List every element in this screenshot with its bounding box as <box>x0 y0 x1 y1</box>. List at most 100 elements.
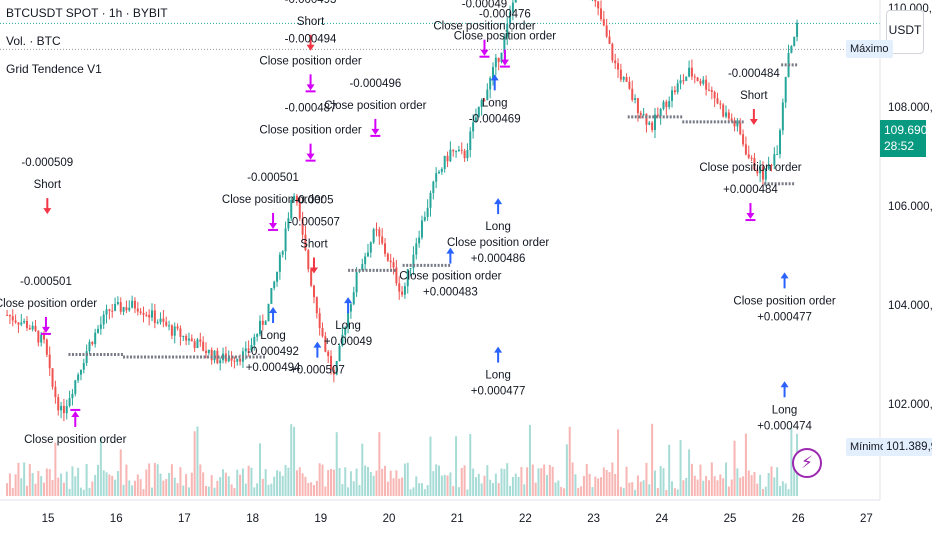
candle-body <box>151 310 154 318</box>
symbol-legend[interactable]: BTCUSDT SPOT · 1h · BYBIT <box>6 6 168 20</box>
volume-bar <box>196 426 199 496</box>
volume-bar <box>273 476 276 496</box>
signal-arrow-head <box>41 326 50 333</box>
volume-bar <box>190 472 193 496</box>
candle-body <box>204 350 207 353</box>
candle-body <box>617 63 620 70</box>
volume-bar <box>173 477 176 496</box>
volume-bar <box>739 477 742 496</box>
signal-label: Close position order <box>733 295 835 307</box>
candle-body <box>369 242 372 253</box>
volume-bar <box>710 462 713 496</box>
volume-bar <box>312 485 315 496</box>
candle-body <box>639 112 642 115</box>
signal-label: Close position order <box>454 31 556 43</box>
volume-bar <box>713 476 716 496</box>
volume-bar <box>156 464 159 496</box>
volume-bar <box>332 469 335 496</box>
signal-label: Short <box>300 239 328 251</box>
volume-bar <box>489 479 492 496</box>
candle-body <box>764 168 767 180</box>
candle-body <box>440 168 443 172</box>
candle-body <box>43 334 46 340</box>
volume-bar <box>545 474 548 496</box>
volume-bar <box>793 463 796 496</box>
volume-bar <box>736 468 739 496</box>
volume-bar <box>8 473 11 496</box>
candle-body <box>474 117 477 123</box>
candle-body <box>668 100 671 108</box>
volume-bar <box>784 483 787 496</box>
volume-bar <box>744 433 747 496</box>
volume-bar <box>276 470 279 496</box>
volume-bar <box>378 432 381 496</box>
candle-body <box>196 339 199 349</box>
candle-body <box>628 81 631 89</box>
candle-body <box>102 314 105 325</box>
candle-body <box>190 338 193 342</box>
volume-bar <box>125 464 128 496</box>
volume-bar <box>31 473 34 496</box>
candle-body <box>395 267 398 284</box>
candle-body <box>361 264 364 271</box>
volume-legend[interactable]: Vol. · BTC <box>6 34 61 48</box>
volume-bar <box>341 484 344 496</box>
candle-body <box>707 89 710 91</box>
signal-label: -0.0005 <box>294 195 333 207</box>
volume-bar <box>219 477 222 496</box>
candle-body <box>60 405 63 411</box>
volume-bar <box>628 482 631 496</box>
volume-bar <box>514 473 517 496</box>
volume-bar <box>773 477 776 496</box>
candle-body <box>250 344 253 351</box>
volume-bar <box>142 489 145 496</box>
candle-body <box>125 307 128 311</box>
volume-bar <box>594 476 597 496</box>
volume-bar <box>599 477 602 496</box>
candle-body <box>472 122 475 132</box>
candle-body <box>179 328 182 337</box>
volume-bar <box>574 474 577 496</box>
volume-bar <box>761 488 764 496</box>
signal-label: Long <box>335 320 361 332</box>
candle-body <box>773 154 776 166</box>
signal-label: Close position order <box>0 298 97 310</box>
volume-bar <box>105 472 108 496</box>
indicator-legend[interactable]: Grid Tendence V1 <box>6 62 102 76</box>
time-tick-label: 22 <box>519 513 532 525</box>
volume-bar <box>389 470 392 496</box>
time-tick-label: 15 <box>42 513 55 525</box>
volume-bar <box>537 468 540 496</box>
lightning-icon[interactable]: ⚡ <box>792 448 822 478</box>
candle-body <box>446 155 449 162</box>
candle-body <box>389 260 392 263</box>
price-axis[interactable]: 110.000,0108.000,0106.000,0104.000,0102.… <box>879 0 932 500</box>
volume-bar <box>460 467 463 496</box>
volume-bar <box>551 466 554 496</box>
volume-bar <box>449 472 452 496</box>
candle-body <box>199 339 202 342</box>
signal-arrow-head <box>309 267 318 274</box>
volume-bar <box>85 463 88 496</box>
candle-body <box>614 60 617 64</box>
volume-bar <box>34 483 37 496</box>
signal-label: -0.000476 <box>479 9 531 21</box>
candle-body <box>426 207 429 217</box>
volume-bar <box>406 462 409 496</box>
candle-body <box>403 286 406 295</box>
volume-bar <box>688 449 691 496</box>
volume-bar <box>523 484 526 496</box>
volume-bar <box>668 444 671 496</box>
candle-body <box>20 322 23 325</box>
signal-label: +0.000477 <box>757 311 812 323</box>
candle-body <box>301 218 304 235</box>
volume-bar <box>227 476 230 496</box>
candle-body <box>276 271 279 282</box>
volume-bar <box>648 484 651 496</box>
candle-body <box>28 327 31 330</box>
time-axis[interactable]: 15 16 17 18 19 20 21 22 23 24 25 26 27 <box>0 499 880 525</box>
time-tick-label: 18 <box>246 513 259 525</box>
candle-body <box>233 360 236 362</box>
volume-bar <box>764 486 767 496</box>
